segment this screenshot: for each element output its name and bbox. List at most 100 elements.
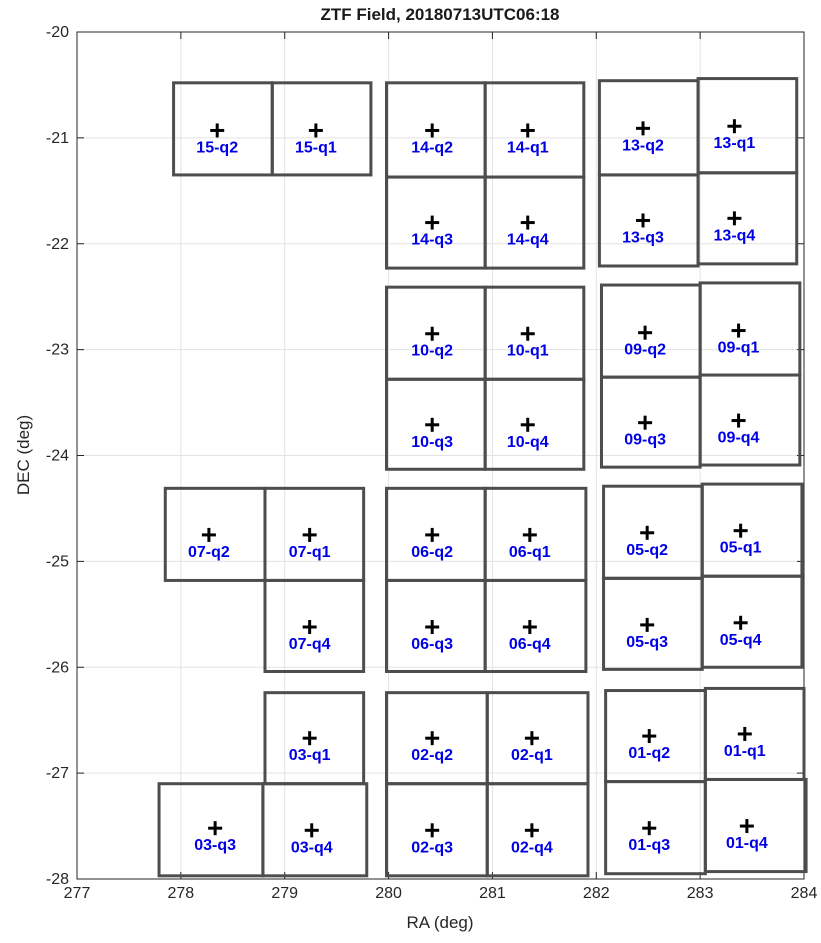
center-marker [731, 413, 746, 428]
y-tick-label: -20 [46, 24, 69, 41]
center-marker [308, 123, 323, 138]
y-tick-label: -27 [46, 765, 69, 782]
quadrant-rect [483, 377, 586, 471]
center-marker [520, 326, 535, 341]
quadrant-rect [483, 578, 588, 673]
center-marker [727, 119, 742, 134]
quadrant-label: 05-q1 [720, 540, 762, 557]
quadrant-rect [703, 777, 808, 874]
quadrant-label: 07-q1 [289, 544, 331, 561]
quadrant-centers [201, 119, 754, 838]
x-tick-label: 280 [375, 885, 402, 902]
y-tick-label: -22 [46, 236, 69, 253]
quadrant-label: 09-q3 [624, 432, 666, 449]
quadrant-rect [483, 175, 586, 270]
x-tick-label: 278 [168, 885, 195, 902]
quadrant-label: 01-q2 [628, 745, 670, 762]
quadrant-label: 09-q1 [718, 340, 760, 357]
quadrant-label: 06-q4 [509, 636, 551, 653]
center-marker [733, 523, 748, 538]
x-axis-label: RA (deg) [406, 913, 473, 932]
y-axis-label: DEC (deg) [14, 415, 33, 495]
x-tick-label: 281 [479, 885, 506, 902]
quadrant-rect [698, 373, 802, 467]
quadrant-label: 03-q1 [289, 747, 331, 764]
center-marker [522, 620, 537, 635]
center-marker [302, 527, 317, 542]
y-tick-label: -25 [46, 553, 69, 570]
y-tick-label: -21 [46, 130, 69, 147]
center-marker [425, 123, 440, 138]
center-marker [304, 823, 319, 838]
quadrant-rect [700, 482, 804, 578]
center-marker [638, 325, 653, 340]
quadrant-label: 09-q4 [718, 430, 760, 447]
quadrant-label: 10-q3 [411, 434, 453, 451]
center-marker [640, 525, 655, 540]
center-marker [302, 620, 317, 635]
center-marker [425, 823, 440, 838]
center-marker [737, 726, 752, 741]
quadrant-rect [696, 77, 799, 175]
quadrant-rect [696, 171, 799, 266]
quadrant-label: 03-q4 [291, 839, 333, 856]
quadrant-rect [261, 782, 369, 878]
quadrant-label: 13-q4 [714, 227, 756, 244]
quadrant-label: 14-q3 [411, 232, 453, 249]
quadrant-label: 13-q3 [622, 229, 664, 246]
quadrant-label: 02-q2 [411, 747, 453, 764]
y-tick-label: -28 [46, 871, 69, 888]
center-marker [638, 415, 653, 430]
x-tick-label: 279 [271, 885, 298, 902]
center-marker [302, 731, 317, 746]
quadrant-label: 06-q3 [411, 636, 453, 653]
x-tick-label: 283 [687, 885, 714, 902]
quadrant-rect [157, 782, 265, 878]
quadrant-label: 02-q1 [511, 747, 553, 764]
quadrant-label: 10-q4 [507, 434, 549, 451]
x-tick-label: 277 [64, 885, 91, 902]
quadrant-rectangles [157, 77, 808, 878]
quadrant-rect [172, 81, 274, 177]
quadrant-label: 03-q3 [194, 837, 236, 854]
center-marker [425, 731, 440, 746]
quadrant-label: 14-q1 [507, 139, 549, 156]
center-marker [727, 211, 742, 226]
quadrant-label: 10-q2 [411, 343, 453, 360]
quadrant-rect [263, 578, 366, 673]
quadrant-label: 05-q2 [626, 542, 668, 559]
center-marker [520, 123, 535, 138]
center-marker [640, 617, 655, 632]
quadrant-rect [485, 782, 590, 878]
center-marker [739, 819, 754, 834]
center-marker [522, 527, 537, 542]
x-tick-label: 282 [583, 885, 610, 902]
quadrant-rect [270, 81, 373, 177]
center-marker [642, 729, 657, 744]
quadrant-labels: 15-q2 15-q1 14-q2 14-q1 13-q2 13-q1 14-q3 14-q4… [188, 135, 768, 856]
center-marker [425, 417, 440, 432]
quadrant-label: 02-q4 [511, 839, 553, 856]
quadrant-rect [698, 281, 802, 377]
center-marker [520, 215, 535, 230]
quadrant-label: 15-q1 [295, 139, 337, 156]
quadrant-rect [700, 574, 804, 669]
quadrant-label: 01-q1 [724, 743, 766, 760]
center-marker [731, 323, 746, 338]
quadrant-label: 07-q4 [289, 636, 331, 653]
y-tick-label: -26 [46, 659, 69, 676]
quadrant-label: 06-q2 [411, 544, 453, 561]
center-marker [201, 527, 216, 542]
center-marker [636, 121, 651, 136]
quadrant-label: 09-q2 [624, 342, 666, 359]
quadrant-label: 10-q1 [507, 343, 549, 360]
y-tick-label: -24 [46, 448, 69, 465]
quadrant-label: 05-q4 [720, 632, 762, 649]
center-marker [524, 731, 539, 746]
quadrant-label: 13-q1 [714, 135, 756, 152]
quadrant-label: 13-q2 [622, 137, 664, 154]
chart-title: ZTF Field, 20180713UTC06:18 [320, 5, 559, 24]
center-marker [210, 123, 225, 138]
quadrant-label: 15-q2 [196, 139, 238, 156]
